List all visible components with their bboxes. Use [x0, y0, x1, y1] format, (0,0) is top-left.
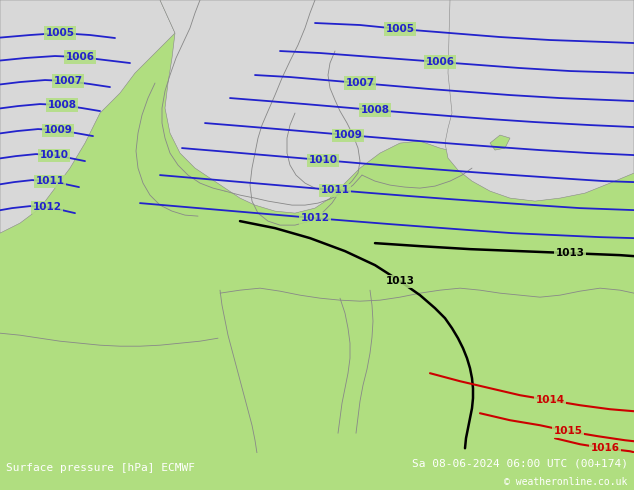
Text: 1006: 1006	[425, 57, 455, 67]
Text: 1014: 1014	[536, 395, 564, 405]
Text: 1007: 1007	[53, 76, 82, 86]
Text: Sa 08-06-2024 06:00 UTC (00+174): Sa 08-06-2024 06:00 UTC (00+174)	[411, 459, 628, 468]
Text: 1010: 1010	[309, 155, 337, 165]
Text: 1016: 1016	[590, 443, 619, 453]
Text: 1008: 1008	[48, 100, 77, 110]
Text: 1009: 1009	[333, 130, 363, 140]
Text: 1010: 1010	[39, 150, 68, 160]
Text: © weatheronline.co.uk: © weatheronline.co.uk	[504, 477, 628, 487]
Text: 1015: 1015	[553, 426, 583, 436]
Polygon shape	[0, 0, 175, 233]
Text: 1011: 1011	[36, 176, 65, 186]
Text: 1013: 1013	[555, 248, 585, 258]
Text: 1007: 1007	[346, 78, 375, 88]
Polygon shape	[490, 135, 510, 150]
Text: 1006: 1006	[65, 52, 94, 62]
Text: 1012: 1012	[301, 213, 330, 223]
Text: 1013: 1013	[385, 276, 415, 286]
Text: 1008: 1008	[361, 105, 389, 115]
Polygon shape	[445, 0, 634, 201]
Text: 1005: 1005	[385, 24, 415, 34]
Polygon shape	[160, 0, 634, 213]
Text: Surface pressure [hPa] ECMWF: Surface pressure [hPa] ECMWF	[6, 463, 195, 473]
Text: 1012: 1012	[32, 202, 61, 212]
Text: 1005: 1005	[46, 28, 75, 38]
Text: 1009: 1009	[44, 125, 72, 135]
Text: 1011: 1011	[321, 185, 349, 195]
